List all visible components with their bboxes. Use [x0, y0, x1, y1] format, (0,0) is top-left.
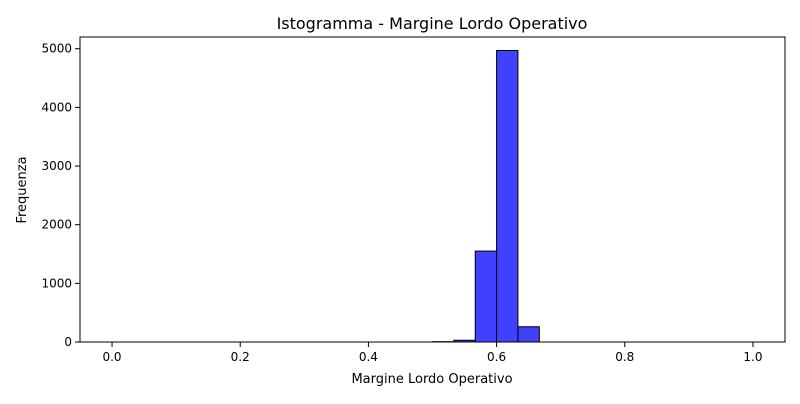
y-tick-label: 5000 — [41, 42, 72, 56]
histogram-bar-18 — [497, 50, 518, 342]
x-tick-label: 0.8 — [615, 350, 634, 364]
x-tick-label: 0.4 — [359, 350, 378, 364]
y-tick-label: 1000 — [41, 276, 72, 290]
chart-title: Istogramma - Margine Lordo Operativo — [277, 14, 588, 33]
y-tick-label: 4000 — [41, 100, 72, 114]
plot-frame — [80, 37, 785, 342]
x-tick-label: 0.6 — [487, 350, 506, 364]
y-axis-ticks: 0 1000 2000 3000 4000 5000 — [41, 42, 80, 349]
x-axis-label: Margine Lordo Operativo — [351, 372, 512, 387]
x-tick-label: 0.2 — [231, 350, 250, 364]
x-tick-label: 0.0 — [102, 350, 121, 364]
histogram-bar-17 — [475, 251, 496, 342]
y-tick-label: 0 — [64, 335, 72, 349]
x-tick-label: 1.0 — [743, 350, 762, 364]
histogram-bar-19 — [518, 327, 539, 342]
bars-group — [433, 50, 540, 342]
y-tick-label: 2000 — [41, 218, 72, 232]
y-axis-label: Frequenza — [15, 156, 30, 223]
x-axis-ticks: 0.0 0.2 0.4 0.6 0.8 1.0 — [102, 342, 762, 364]
y-tick-label: 3000 — [41, 159, 72, 173]
